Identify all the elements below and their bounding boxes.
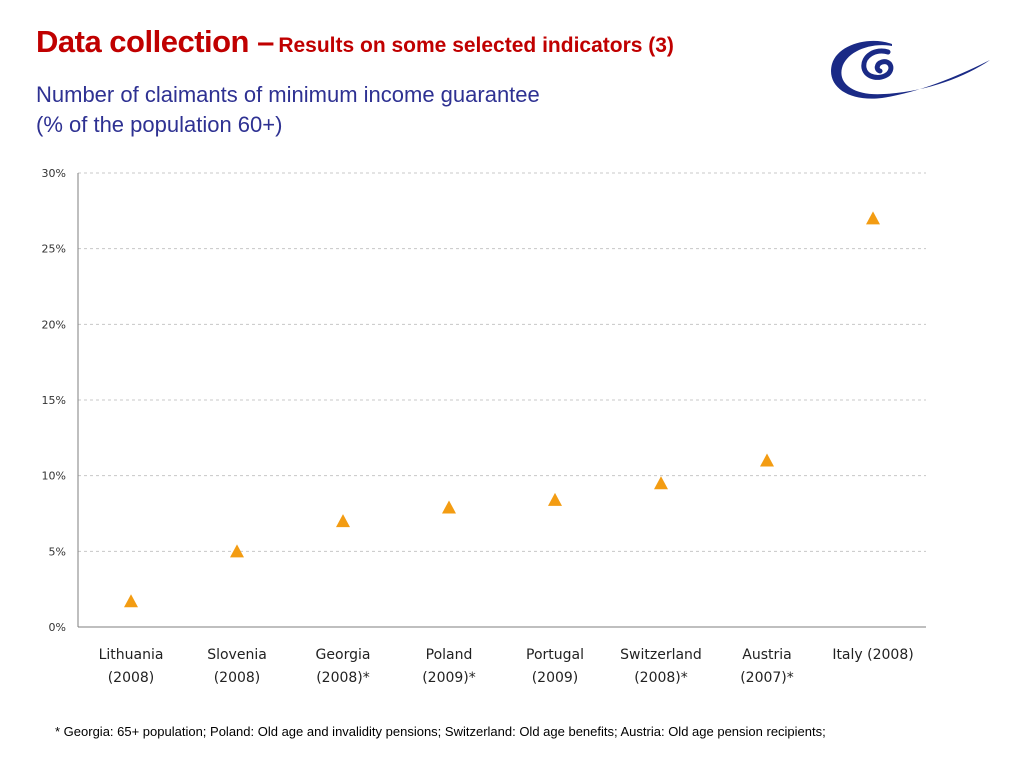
x-tick-label: (2008)* [316, 670, 370, 686]
y-tick-label: 20% [42, 318, 66, 331]
footnote: * Georgia: 65+ population; Poland: Old a… [55, 724, 826, 739]
data-point-triangle [124, 594, 138, 608]
council-of-europe-swirl-logo-icon [831, 40, 990, 99]
x-tick-label: (2008) [108, 670, 155, 686]
data-point-triangle [442, 500, 456, 514]
x-tick-label: Slovenia [207, 647, 267, 663]
data-point-triangle [760, 453, 774, 467]
y-axis-tick-labels: 0% 5% 10% 15% 20% 25% 30% [42, 167, 66, 634]
chart-subtitle: Number of claimants of minimum income gu… [36, 80, 540, 140]
data-point-triangle [336, 514, 350, 528]
gridlines [78, 172, 926, 552]
y-tick-label: 10% [42, 470, 66, 483]
title-sub: Results on some selected indicators (3) [278, 34, 674, 57]
scatter-chart: 0% 5% 10% 15% 20% 25% 30% Lithuania (2008) Slove… [42, 167, 926, 686]
y-tick-label: 25% [42, 243, 66, 256]
x-tick-label: Austria [742, 647, 791, 663]
data-point-triangle [230, 544, 244, 558]
x-tick-label: Poland [426, 647, 473, 663]
subtitle-line-2: (% of the population 60+) [36, 112, 283, 137]
slide-title: Data collection – Results on some select… [36, 24, 674, 60]
subtitle-line-1: Number of claimants of minimum income gu… [36, 82, 540, 107]
x-tick-label: (2009) [532, 670, 579, 686]
x-tick-label: (2008) [214, 670, 261, 686]
y-tick-label: 30% [42, 167, 66, 180]
x-axis-category-labels: Lithuania (2008) Slovenia (2008) Georgia (200… [99, 647, 914, 686]
data-points [124, 211, 880, 608]
x-tick-label: Portugal [526, 647, 584, 663]
axes [77, 173, 926, 628]
y-tick-label: 0% [49, 621, 66, 634]
title-main: Data collection – [36, 24, 274, 59]
y-tick-label: 5% [49, 545, 66, 558]
data-point-triangle [654, 476, 668, 490]
data-point-triangle [548, 492, 562, 506]
x-tick-label: Switzerland [620, 647, 702, 663]
x-tick-label: (2008)* [634, 670, 688, 686]
x-tick-label: Italy (2008) [832, 647, 913, 663]
x-tick-label: Lithuania [99, 647, 164, 663]
x-tick-label: (2009)* [422, 670, 476, 686]
x-tick-label: (2007)* [740, 670, 794, 686]
data-point-triangle [866, 211, 880, 225]
x-tick-label: Georgia [316, 647, 371, 663]
y-tick-label: 15% [42, 394, 66, 407]
